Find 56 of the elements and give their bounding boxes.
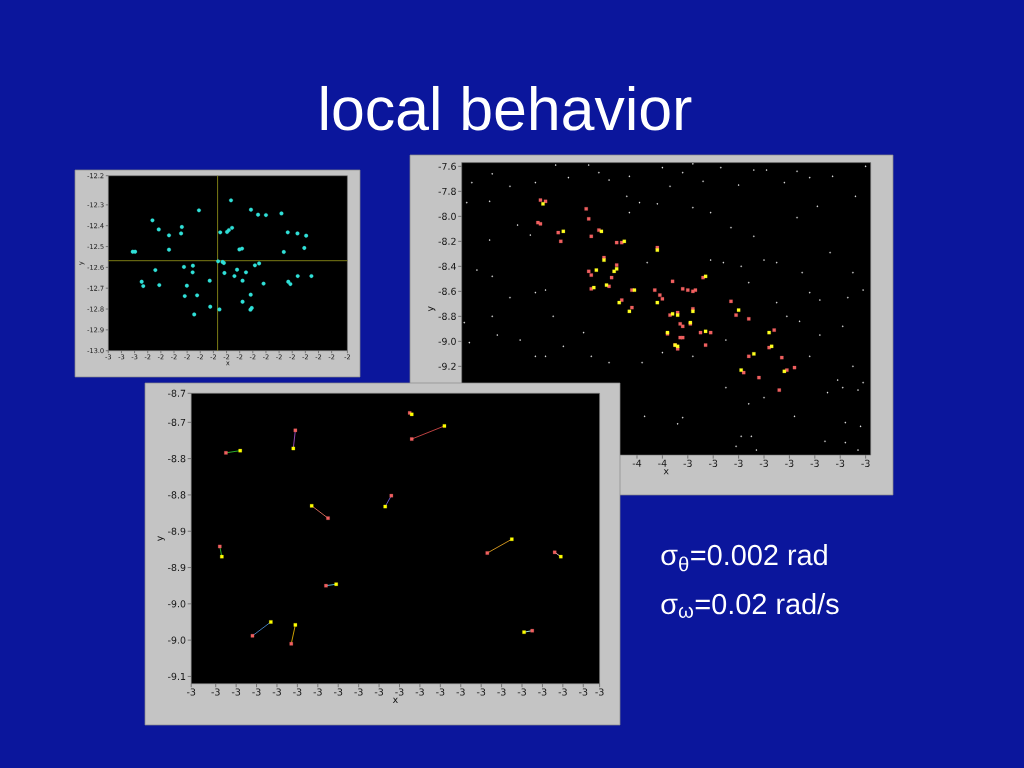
x-tick-label: -3 (231, 688, 241, 696)
y-tick-label: -8.8 (168, 491, 186, 499)
x-tick-label: -3 (252, 688, 261, 696)
x-tick-label: -3 (708, 459, 718, 467)
x-tick-label: -3 (785, 459, 794, 467)
y-tick-label: -8.7 (168, 418, 186, 426)
x-tick-label: -3 (313, 688, 322, 696)
text: σ$_{θ}$=0.002 rad (661, 544, 827, 572)
text: σ$_{ω}$=0.02 rad/s (661, 593, 839, 618)
y-tick-label: -7.6 (438, 162, 456, 170)
y-tick-label: -8.2 (438, 237, 456, 245)
y-tick-label: -7.8 (438, 187, 456, 195)
x-tick-label: -3 (395, 688, 404, 696)
y-tick-label: -8.8 (168, 455, 186, 463)
x-tick-label: -3 (333, 688, 343, 696)
x-tick-label: -3 (835, 459, 845, 467)
x-tick-label: -3 (293, 688, 302, 696)
x-tick-label: -3 (558, 688, 567, 696)
x-tick-label: -3 (759, 459, 768, 467)
x-tick-label: -3 (354, 688, 363, 696)
x-tick-label: -3 (272, 688, 281, 696)
x-axis-title: x (663, 469, 669, 475)
x-tick-label: -4 (658, 459, 667, 467)
y-tick-label: -8.4 (438, 262, 456, 270)
y-tick-label: -8.9 (168, 563, 186, 572)
x-tick-label: -3 (683, 459, 692, 467)
x-tick-label: -3 (810, 459, 819, 467)
x-tick-label: -3 (538, 688, 547, 696)
y-tick-label: -9.0 (438, 337, 456, 345)
y-tick-label: -8.7 (168, 389, 186, 397)
x-tick-label: -3 (436, 688, 445, 696)
x-tick-label: -3 (579, 688, 588, 696)
y-tick-label: -9.1 (168, 672, 186, 681)
x-tick-label: -3 (517, 688, 526, 696)
y-axis-title: y (428, 306, 436, 312)
y-tick-label: -8.0 (438, 212, 456, 220)
x-tick-label: -3 (211, 688, 220, 696)
x-tick-label: -3 (415, 688, 424, 696)
y-tick-label: -9.0 (168, 600, 186, 608)
y-tick-label: -9.2 (438, 362, 456, 370)
y-axis-title: y (157, 535, 165, 542)
x-tick-label: -3 (861, 459, 870, 467)
x-tick-label: -3 (476, 688, 486, 696)
y-tick-label: -9.0 (168, 636, 186, 644)
y-tick-label: -8.6 (438, 287, 456, 295)
x-axis-title: x (392, 697, 398, 703)
x-tick-label: -3 (497, 688, 506, 696)
x-tick-label: -3 (186, 688, 196, 696)
x-tick-label: -4 (632, 459, 642, 467)
y-tick-label: -8.9 (168, 527, 186, 535)
x-tick-label: -3 (595, 688, 604, 696)
y-tick-label: -8.8 (438, 312, 456, 320)
x-tick-label: -3 (374, 688, 384, 696)
x-tick-label: -3 (456, 688, 465, 696)
text: local behavior (321, 85, 692, 131)
x-tick-label: -3 (734, 459, 743, 467)
